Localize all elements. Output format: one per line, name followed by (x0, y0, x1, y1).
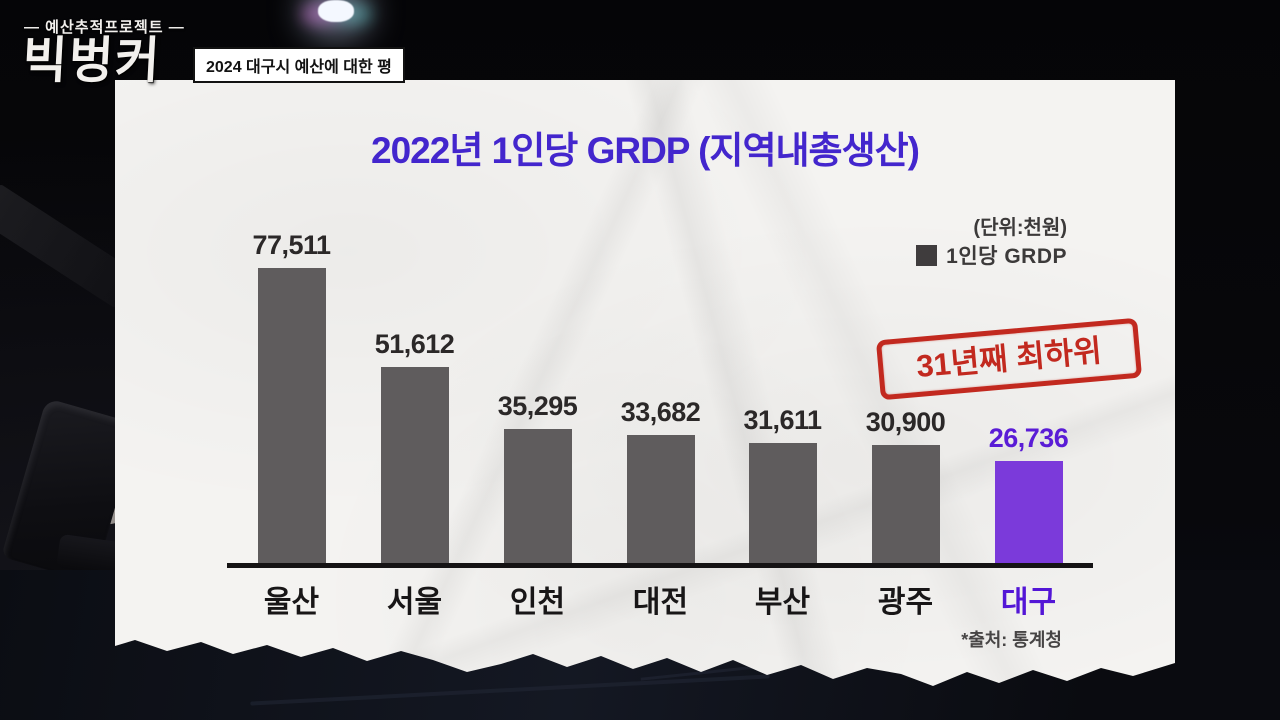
chart-panel: 2022년 1인당 GRDP (지역내총생산) (단위:천원) 1인당 GRDP… (115, 80, 1175, 686)
x-axis-label: 서울 (386, 586, 443, 619)
bar-울산 (257, 268, 326, 563)
x-axis-label: 부산 (754, 586, 811, 619)
bar-value-label: 26,736 (988, 423, 1069, 453)
x-axis-label: 인천 (509, 586, 566, 619)
x-axis-label: 울산 (263, 586, 320, 619)
bar-value-label: 35,295 (497, 391, 578, 421)
caption-box: 2024 대구시 예산에 대한 평 (193, 47, 405, 83)
legend-swatch-icon (916, 244, 938, 266)
bar-부산 (748, 443, 817, 563)
bar-광주 (871, 445, 940, 563)
bar-대구 (994, 461, 1063, 563)
unit-note: (단위:천원) (973, 217, 1067, 239)
bar-group: 30,900 (844, 80, 967, 563)
bar-chart: 77,511 51,612 35,295 33,682 31,611 30,900 26,7… (230, 80, 1090, 563)
bar-group: 33,682 (599, 80, 722, 563)
show-logo-subtitle: — 예산추적프로젝트 — (24, 19, 185, 36)
bar-대전 (626, 435, 695, 563)
legend-label: 1인당 GRDP (946, 245, 1067, 268)
bar-서울 (380, 367, 449, 563)
bar-group: 31,611 (721, 80, 844, 563)
x-axis-label: 대구 (1000, 586, 1057, 619)
bar-group: 26,736 (967, 80, 1090, 563)
show-logo: — 예산추적프로젝트 — 빅벙커 (21, 16, 185, 89)
source-note: *출처: 통계청 (961, 630, 1062, 650)
chart-title: 2022년 1인당 GRDP (지역내총생산) (371, 130, 920, 171)
legend: 1인당 GRDP (916, 240, 1067, 270)
bar-value-label: 30,900 (865, 407, 946, 437)
x-axis-line (227, 563, 1093, 568)
bar-value-label: 51,612 (374, 329, 455, 359)
bar-group: 51,612 (353, 80, 476, 563)
bar-인천 (503, 429, 572, 563)
stage-light (318, 0, 354, 22)
bar-value-label: 33,682 (620, 397, 701, 427)
bar-group: 35,295 (476, 80, 599, 563)
x-axis-labels: 울산 서울 인천 대전 부산 광주 대구 (230, 577, 1090, 619)
show-logo-title: 빅벙커 (21, 33, 163, 89)
bar-group: 77,511 (230, 80, 353, 563)
x-axis-label: 대전 (632, 586, 689, 619)
x-axis-label: 광주 (877, 586, 934, 619)
bar-value-label: 77,511 (252, 230, 331, 260)
bar-value-label: 31,611 (743, 405, 822, 435)
